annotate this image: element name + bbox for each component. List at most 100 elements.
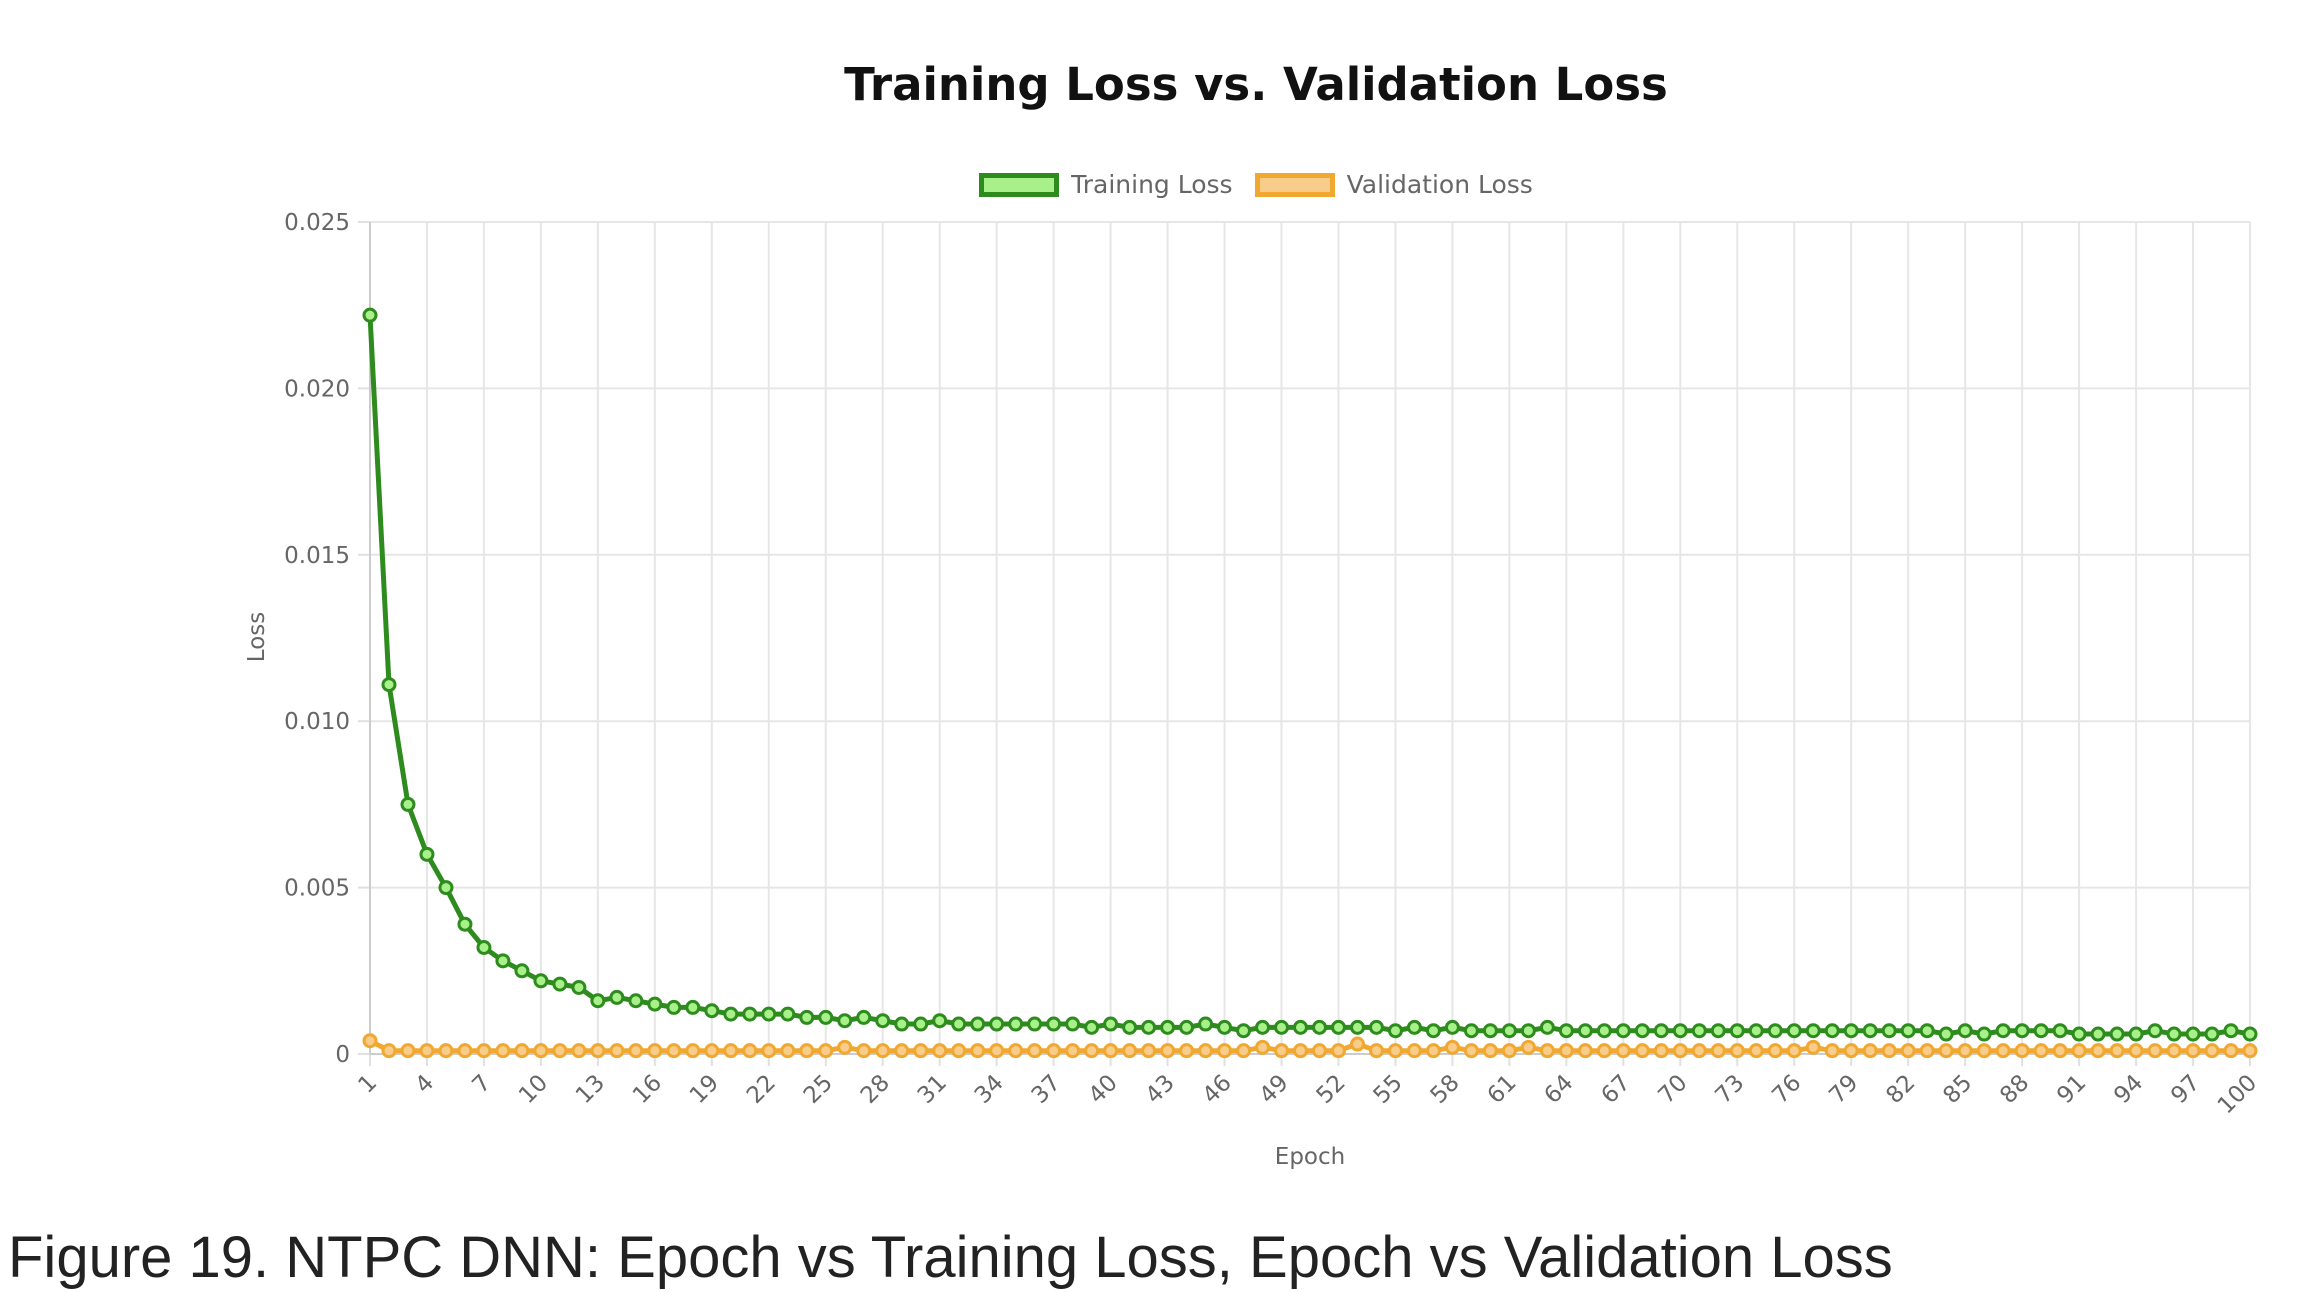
data-point-validation-loss[interactable] [2147,1043,2163,1059]
data-point-training-loss[interactable] [552,976,568,992]
data-point-training-loss[interactable] [1539,1019,1555,1035]
data-point-validation-loss[interactable] [1672,1043,1688,1059]
data-point-training-loss[interactable] [1653,1023,1669,1039]
data-point-training-loss[interactable] [989,1016,1005,1032]
data-point-validation-loss[interactable] [381,1043,397,1059]
data-point-training-loss[interactable] [1198,1016,1214,1032]
data-point-training-loss[interactable] [2147,1023,2163,1039]
data-point-validation-loss[interactable] [2014,1043,2030,1059]
data-point-validation-loss[interactable] [856,1043,872,1059]
data-point-training-loss[interactable] [742,1006,758,1022]
data-point-training-loss[interactable] [1387,1023,1403,1039]
data-point-validation-loss[interactable] [685,1043,701,1059]
data-point-training-loss[interactable] [1406,1019,1422,1035]
data-point-validation-loss[interactable] [913,1043,929,1059]
data-point-validation-loss[interactable] [1293,1043,1309,1059]
data-point-training-loss[interactable] [1805,1023,1821,1039]
data-point-training-loss[interactable] [1957,1023,1973,1039]
data-point-training-loss[interactable] [1900,1023,1916,1039]
data-point-validation-loss[interactable] [1027,1043,1043,1059]
data-point-training-loss[interactable] [1672,1023,1688,1039]
data-point-training-loss[interactable] [2166,1026,2182,1042]
data-point-training-loss[interactable] [761,1006,777,1022]
data-point-validation-loss[interactable] [1995,1043,2011,1059]
data-point-validation-loss[interactable] [552,1043,568,1059]
data-point-training-loss[interactable] [1103,1016,1119,1032]
data-point-training-loss[interactable] [666,999,682,1015]
data-point-validation-loss[interactable] [1008,1043,1024,1059]
data-point-validation-loss[interactable] [533,1043,549,1059]
data-point-validation-loss[interactable] [1615,1043,1631,1059]
data-point-validation-loss[interactable] [1938,1043,1954,1059]
data-point-validation-loss[interactable] [875,1043,891,1059]
data-point-training-loss[interactable] [856,1009,872,1025]
data-point-training-loss[interactable] [913,1016,929,1032]
data-point-validation-loss[interactable] [1634,1043,1650,1059]
data-point-validation-loss[interactable] [1084,1043,1100,1059]
data-point-training-loss[interactable] [1691,1023,1707,1039]
data-point-training-loss[interactable] [704,1003,720,1019]
data-point-validation-loss[interactable] [628,1043,644,1059]
legend-item-validation-loss[interactable]: Validation Loss [1254,170,1533,199]
data-point-validation-loss[interactable] [2090,1043,2106,1059]
data-point-validation-loss[interactable] [1444,1039,1460,1055]
data-point-training-loss[interactable] [894,1016,910,1032]
data-point-validation-loss[interactable] [457,1043,473,1059]
data-point-training-loss[interactable] [1786,1023,1802,1039]
data-point-validation-loss[interactable] [1463,1043,1479,1059]
data-point-training-loss[interactable] [609,989,625,1005]
data-point-validation-loss[interactable] [1330,1043,1346,1059]
data-point-validation-loss[interactable] [2242,1043,2258,1059]
data-point-validation-loss[interactable] [894,1043,910,1059]
data-point-validation-loss[interactable] [2166,1043,2182,1059]
data-point-validation-loss[interactable] [951,1043,967,1059]
data-point-training-loss[interactable] [1615,1023,1631,1039]
data-point-training-loss[interactable] [1482,1023,1498,1039]
data-point-validation-loss[interactable] [1482,1043,1498,1059]
data-point-training-loss[interactable] [1217,1019,1233,1035]
data-point-training-loss[interactable] [2204,1026,2220,1042]
data-point-validation-loss[interactable] [1425,1043,1441,1059]
data-point-validation-loss[interactable] [1046,1043,1062,1059]
data-point-validation-loss[interactable] [1198,1043,1214,1059]
data-point-training-loss[interactable] [1122,1019,1138,1035]
data-point-validation-loss[interactable] [742,1043,758,1059]
data-point-training-loss[interactable] [1046,1016,1062,1032]
data-point-training-loss[interactable] [1938,1026,1954,1042]
data-point-training-loss[interactable] [1976,1026,1992,1042]
data-point-training-loss[interactable] [1729,1023,1745,1039]
data-point-training-loss[interactable] [932,1013,948,1029]
data-point-training-loss[interactable] [1160,1019,1176,1035]
data-point-validation-loss[interactable] [2223,1043,2239,1059]
data-point-training-loss[interactable] [1311,1019,1327,1035]
legend-item-training-loss[interactable]: Training Loss [979,170,1233,199]
data-point-validation-loss[interactable] [476,1043,492,1059]
data-point-validation-loss[interactable] [1387,1043,1403,1059]
data-point-validation-loss[interactable] [723,1043,739,1059]
data-point-training-loss[interactable] [1444,1019,1460,1035]
data-point-validation-loss[interactable] [1691,1043,1707,1059]
data-point-validation-loss[interactable] [1122,1043,1138,1059]
data-point-validation-loss[interactable] [514,1043,530,1059]
data-point-training-loss[interactable] [2071,1026,2087,1042]
data-point-validation-loss[interactable] [1729,1043,1745,1059]
data-point-validation-loss[interactable] [1520,1039,1536,1055]
data-point-validation-loss[interactable] [970,1043,986,1059]
data-point-validation-loss[interactable] [1103,1043,1119,1059]
data-point-training-loss[interactable] [571,979,587,995]
data-point-validation-loss[interactable] [1141,1043,1157,1059]
data-point-training-loss[interactable] [875,1013,891,1029]
data-point-validation-loss[interactable] [419,1043,435,1059]
data-point-training-loss[interactable] [2052,1023,2068,1039]
data-point-training-loss[interactable] [2242,1026,2258,1042]
data-point-training-loss[interactable] [723,1006,739,1022]
data-point-validation-loss[interactable] [1881,1043,1897,1059]
data-point-training-loss[interactable] [1824,1023,1840,1039]
data-point-validation-loss[interactable] [780,1043,796,1059]
data-point-validation-loss[interactable] [1653,1043,1669,1059]
data-point-validation-loss[interactable] [704,1043,720,1059]
data-point-validation-loss[interactable] [1255,1039,1271,1055]
data-point-training-loss[interactable] [1501,1023,1517,1039]
data-point-training-loss[interactable] [438,880,454,896]
data-point-training-loss[interactable] [1862,1023,1878,1039]
